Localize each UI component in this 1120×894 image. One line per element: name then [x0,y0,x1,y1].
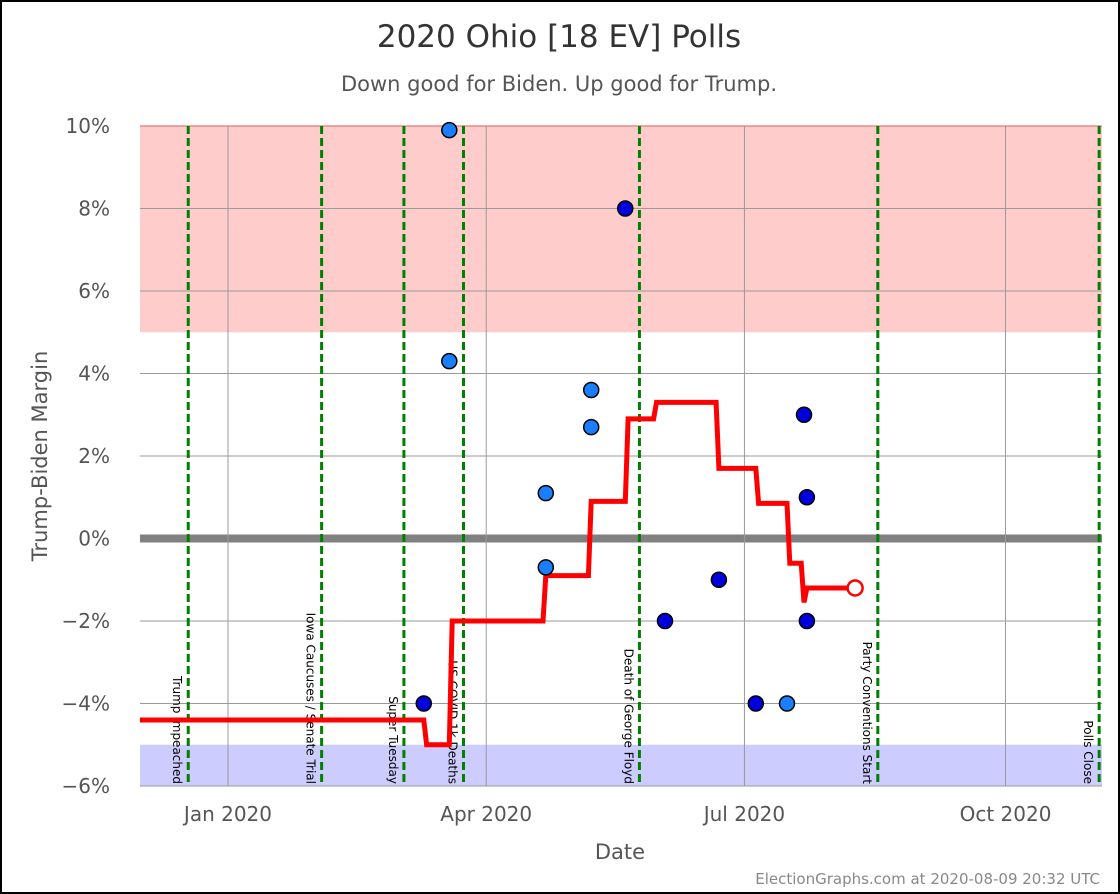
footer-credit: ElectionGraphs.com at 2020-08-09 20:32 U… [755,870,1100,888]
x-axis-label: Date [595,840,645,864]
y-tick-label: −4% [62,692,111,716]
poll-point [441,352,458,370]
gridlines [140,125,1102,787]
y-tick-label: −2% [62,609,111,633]
y-tick-label: 6% [78,279,110,303]
poll-point [747,695,765,712]
event-label: Party Conventions Start [860,642,874,785]
poll-point [537,559,555,576]
poll-point [656,612,674,630]
poll-point [582,381,600,399]
y-tick-label: 2% [78,444,110,468]
event-markers: Trump Impeached Iowa Caucuses / Senate Tr… [170,126,1101,786]
y-tick-label: −6% [62,774,111,798]
average-endpoint [846,579,864,597]
band-0 [140,126,1102,333]
polling-average [140,399,864,748]
event-label: Polls Close [1081,720,1095,784]
y-tick-label: 8% [78,197,110,221]
band-1 [140,744,1102,786]
poll-point [798,612,816,630]
chart-subtitle: Down good for Biden. Up good for Trump. [341,72,777,96]
poll-point [710,571,728,588]
event-label: Iowa Caucuses / Senate Trial [304,613,318,784]
poll-point [415,695,433,712]
shaded-bands [140,126,1102,786]
x-tick-label: Jan 2020 [182,802,272,826]
y-tick-labels: 10% 8% 6% 4% 2% 0% −2% −4% −6% [62,114,111,798]
poll-points [415,121,816,712]
y-tick-label: 4% [78,362,110,386]
x-tick-label: Jul 2020 [702,802,785,826]
poll-point [617,200,634,217]
y-tick-label: 0% [78,527,110,551]
average-line [140,399,856,748]
poll-point [537,484,555,502]
event-label: Super Tuesday [386,696,400,784]
poll-point [778,695,796,712]
event-label: Trump Impeached [170,675,184,784]
x-tick-label: Apr 2020 [440,802,532,826]
chart-title: 2020 Ohio [18 EV] Polls [377,19,741,55]
event-label: Death of George Floyd [621,649,635,784]
x-tick-labels: Jan 2020 Apr 2020 Jul 2020 Oct 2020 [182,802,1052,826]
poll-point [441,121,458,139]
poll-point [795,406,813,423]
y-axis-label: Trump-Biden Margin [28,351,52,563]
poll-point [798,489,816,506]
poll-point [582,418,600,436]
y-tick-label: 10% [66,114,110,138]
x-tick-label: Oct 2020 [960,802,1052,826]
